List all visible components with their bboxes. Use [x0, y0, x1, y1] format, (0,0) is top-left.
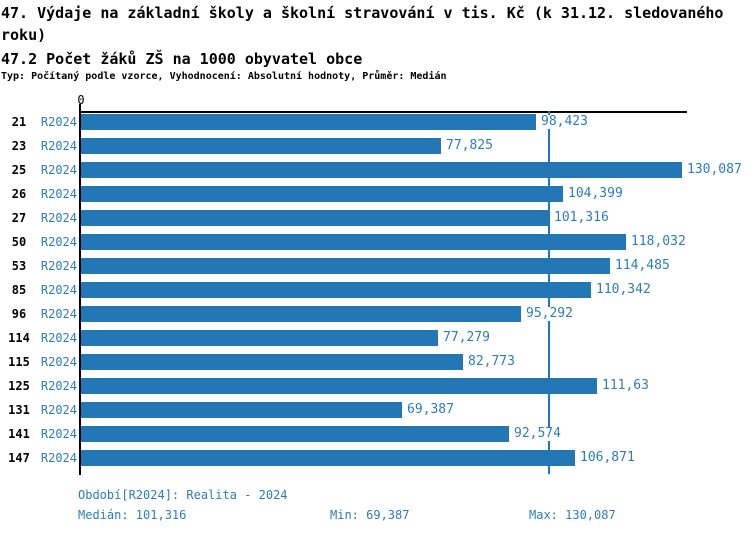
row-bar [81, 114, 536, 130]
chart-row: 141 R2024 92,574 [0, 426, 750, 442]
row-series-label: R2024 [40, 403, 77, 417]
row-bar [81, 234, 626, 250]
row-value-label: 111,63 [601, 378, 650, 393]
row-bar [81, 282, 591, 298]
row-category-label: 27 [11, 211, 27, 225]
chart-row: 85 R2024 110,342 [0, 282, 750, 298]
x-axis-line [79, 111, 687, 113]
row-series-label: R2024 [40, 451, 77, 465]
row-value-label: 106,871 [579, 450, 636, 465]
row-series-label: R2024 [40, 187, 77, 201]
row-series-label: R2024 [40, 307, 77, 321]
row-category-label: 50 [11, 235, 27, 249]
chart-row: 23 R2024 77,825 [0, 138, 750, 154]
row-category-label: 23 [11, 139, 27, 153]
row-category-label: 21 [11, 115, 27, 129]
chart-row: 115 R2024 82,773 [0, 354, 750, 370]
chart-row: 26 R2024 104,399 [0, 186, 750, 202]
footer-min-label: Min: 69,387 [330, 508, 410, 522]
row-bar [81, 330, 438, 346]
chart-row: 27 R2024 101,316 [0, 210, 750, 226]
row-bar [81, 138, 441, 154]
row-value-label: 77,825 [445, 138, 494, 153]
row-series-label: R2024 [40, 379, 77, 393]
row-series-label: R2024 [40, 139, 77, 153]
row-value-label: 118,032 [630, 234, 687, 249]
row-category-label: 141 [8, 427, 30, 441]
x-axis-zero-tick [79, 104, 81, 112]
row-value-label: 110,342 [595, 282, 652, 297]
row-category-label: 85 [11, 283, 27, 297]
chart-subtitle: 47.2 Počet žáků ZŠ na 1000 obyvatel obce [1, 50, 363, 68]
row-category-label: 147 [8, 451, 30, 465]
row-value-label: 104,399 [567, 186, 624, 201]
row-bar [81, 186, 563, 202]
row-value-label: 101,316 [553, 210, 610, 225]
row-series-label: R2024 [40, 163, 77, 177]
row-series-label: R2024 [40, 427, 77, 441]
x-axis-zero-label: 0 [77, 93, 85, 107]
row-value-label: 82,773 [467, 354, 516, 369]
row-bar [81, 162, 682, 178]
row-series-label: R2024 [40, 259, 77, 273]
row-category-label: 26 [11, 187, 27, 201]
row-bar [81, 402, 402, 418]
chart-row: 131 R2024 69,387 [0, 402, 750, 418]
row-bar [81, 210, 549, 226]
row-bar [81, 450, 575, 466]
row-series-label: R2024 [40, 283, 77, 297]
row-category-label: 25 [11, 163, 27, 177]
chart-row: 25 R2024 130,087 [0, 162, 750, 178]
row-series-label: R2024 [40, 235, 77, 249]
footer-max-label: Max: 130,087 [529, 508, 616, 522]
row-value-label: 77,279 [442, 330, 491, 345]
row-series-label: R2024 [40, 355, 77, 369]
row-series-label: R2024 [40, 115, 77, 129]
row-value-label: 92,574 [513, 426, 562, 441]
row-category-label: 114 [8, 331, 30, 345]
chart-meta-line: Typ: Počítaný podle vzorce, Vyhodnocení:… [1, 71, 447, 82]
chart-title: 47. Výdaje na základní školy a školní st… [1, 4, 724, 44]
chart-row: 147 R2024 106,871 [0, 450, 750, 466]
row-value-label: 114,485 [614, 258, 671, 273]
row-bar [81, 354, 463, 370]
chart-row: 53 R2024 114,485 [0, 258, 750, 274]
row-category-label: 131 [8, 403, 30, 417]
row-category-label: 96 [11, 307, 27, 321]
row-bar [81, 378, 597, 394]
row-value-label: 95,292 [525, 306, 574, 321]
row-value-label: 98,423 [540, 114, 589, 129]
chart-row: 125 R2024 111,63 [0, 378, 750, 394]
footer-period-label: Období[R2024]: Realita - 2024 [78, 488, 288, 502]
chart-row: 96 R2024 95,292 [0, 306, 750, 322]
footer-median-label: Medián: 101,316 [78, 508, 187, 522]
row-bar [81, 306, 521, 322]
chart-row: 50 R2024 118,032 [0, 234, 750, 250]
row-value-label: 69,387 [406, 402, 455, 417]
y-axis-line [79, 111, 81, 475]
row-category-label: 115 [8, 355, 30, 369]
row-bar [81, 258, 610, 274]
row-value-label: 130,087 [686, 162, 743, 177]
row-series-label: R2024 [40, 331, 77, 345]
row-bar [81, 426, 509, 442]
chart-row: 114 R2024 77,279 [0, 330, 750, 346]
row-series-label: R2024 [40, 211, 77, 225]
row-category-label: 125 [8, 379, 30, 393]
row-category-label: 53 [11, 259, 27, 273]
chart-row: 21 R2024 98,423 [0, 114, 750, 130]
